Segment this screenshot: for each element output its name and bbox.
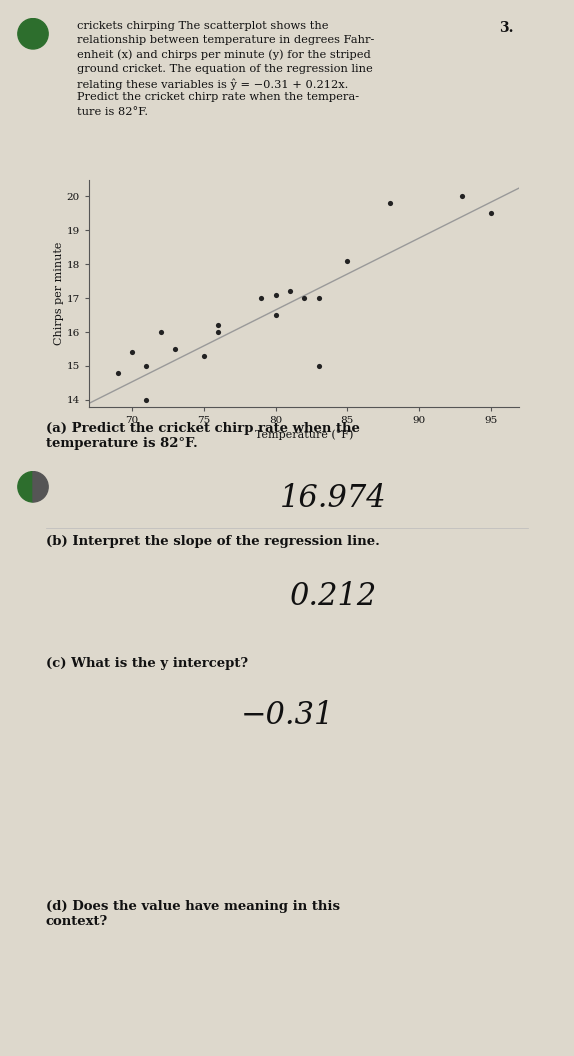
Text: (d) Does the value have meaning in this
context?: (d) Does the value have meaning in this … bbox=[46, 900, 340, 928]
Point bbox=[486, 205, 495, 222]
Point bbox=[170, 340, 180, 357]
Text: ground cricket. The equation of the regression line: ground cricket. The equation of the regr… bbox=[77, 63, 373, 74]
Text: enheit (x) and chirps per minute (y) for the striped: enheit (x) and chirps per minute (y) for… bbox=[77, 50, 371, 60]
Text: −0.31: −0.31 bbox=[241, 700, 333, 731]
Text: relating these variables is ŷ = −0.31 + 0.212x.: relating these variables is ŷ = −0.31 + … bbox=[77, 78, 349, 90]
Point bbox=[285, 283, 294, 300]
X-axis label: Temperature (°F): Temperature (°F) bbox=[255, 429, 354, 439]
Point bbox=[156, 323, 165, 340]
Point bbox=[199, 347, 208, 364]
Wedge shape bbox=[18, 472, 33, 502]
Point bbox=[127, 344, 137, 361]
Text: 3.: 3. bbox=[499, 21, 514, 35]
Point bbox=[257, 289, 266, 306]
Text: (a) Predict the cricket chirp rate when the
temperature is 82°F.: (a) Predict the cricket chirp rate when … bbox=[46, 422, 360, 451]
Point bbox=[142, 357, 151, 374]
Point bbox=[343, 252, 352, 269]
Text: relationship between temperature in degrees Fahr-: relationship between temperature in degr… bbox=[77, 35, 375, 45]
Point bbox=[271, 286, 280, 303]
Point bbox=[314, 357, 323, 374]
Wedge shape bbox=[33, 472, 48, 502]
Text: Predict the cricket chirp rate when the tempera-: Predict the cricket chirp rate when the … bbox=[77, 92, 360, 102]
Point bbox=[457, 188, 467, 205]
Text: 0.212: 0.212 bbox=[289, 581, 377, 611]
Point bbox=[142, 392, 151, 409]
Point bbox=[214, 323, 223, 340]
Point bbox=[386, 194, 395, 211]
Point bbox=[314, 289, 323, 306]
Point bbox=[113, 364, 122, 381]
Circle shape bbox=[18, 19, 48, 49]
Text: (b) Interpret the slope of the regression line.: (b) Interpret the slope of the regressio… bbox=[46, 535, 380, 548]
Point bbox=[214, 317, 223, 334]
Text: (c) What is the y intercept?: (c) What is the y intercept? bbox=[46, 657, 248, 670]
Point bbox=[271, 306, 280, 323]
Text: crickets chirping The scatterplot shows the: crickets chirping The scatterplot shows … bbox=[77, 21, 329, 31]
Point bbox=[300, 289, 309, 306]
Y-axis label: Chirps per minute: Chirps per minute bbox=[54, 242, 64, 344]
Text: 16.974: 16.974 bbox=[280, 483, 386, 513]
Text: ture is 82°F.: ture is 82°F. bbox=[77, 107, 149, 116]
